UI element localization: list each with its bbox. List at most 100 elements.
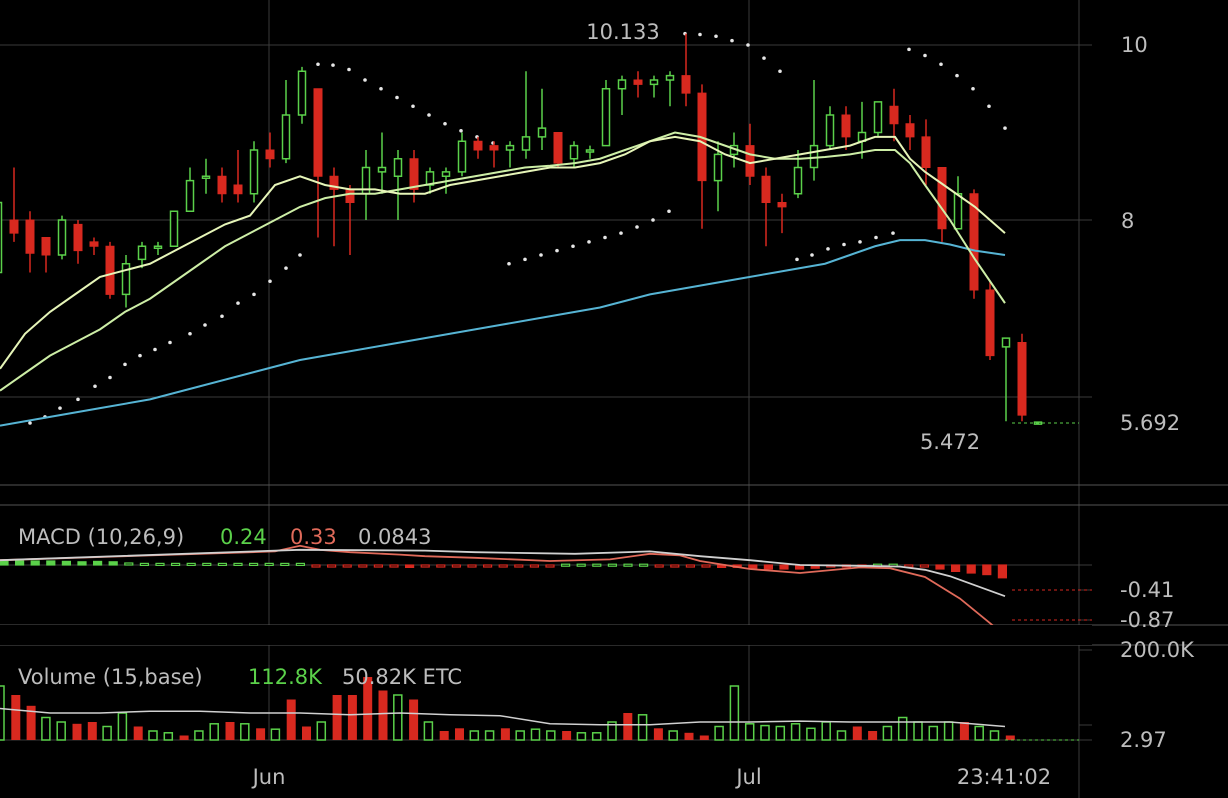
volume-bar-down [500,728,510,740]
candle [905,115,915,150]
macd-bar [171,562,181,567]
sar-dot [138,353,142,358]
macd-bar [966,564,976,574]
candle-body-down [489,145,499,151]
volume-bar-down [378,690,388,740]
macd-bar [982,564,992,576]
x-label-jul: Jul [734,765,761,789]
volume-bar-down [409,699,419,740]
volume-bar-up [515,730,525,741]
candle [601,80,611,147]
candle-body-up [249,149,259,195]
candle-body-down [313,88,323,177]
volume-bar-up [989,730,1000,741]
macd-bar [186,562,196,567]
volume-bar-up [530,728,541,741]
candle-body-up [121,263,131,296]
candle-body-up [537,127,547,138]
sar-dot [443,121,447,126]
sar-dot [555,248,559,253]
candle-body-up [649,79,659,86]
macd-bar [280,562,290,567]
candle-body-down [1017,342,1027,416]
sar-dot [28,421,32,425]
volume-bar-down [11,695,21,740]
candle [537,88,547,150]
sar-dot [651,218,655,222]
macd-bar [592,563,602,567]
sar-dot [795,257,799,262]
volume-bar-up [668,730,678,741]
candle-body-down [761,175,771,203]
macd-bar [155,562,165,567]
macd-bar [623,563,633,567]
candle [0,201,3,274]
macd-bar [342,564,352,568]
sar-dot [411,104,415,109]
macd-bar [311,564,321,568]
candle [585,145,595,159]
sar-dot [971,86,975,91]
candle [761,167,771,247]
macd-bar [202,562,212,567]
sar-dot [714,34,718,39]
macd-bar [748,564,758,569]
candle-body-up [377,166,387,173]
candle [249,141,259,203]
candle-body-down [553,132,563,164]
sar-dot [858,240,862,244]
y-tick-label-10: 10 [1121,33,1148,57]
volume-bar-up [836,730,847,741]
macd-panel[interactable] [0,544,1092,637]
candle [489,141,499,168]
volume-bar-down [699,735,709,740]
volume-bar-down [87,722,97,740]
volume-bar-down [286,699,296,740]
volume-bar-up [423,721,434,741]
volume-title: Volume (15,base) [18,665,203,689]
macd-bar [529,564,540,568]
volume-bar-up [607,721,617,741]
sar-dot [587,240,591,244]
macd-line [0,548,1006,598]
sar-dot [379,86,383,91]
volume-bar-up [928,725,939,741]
volume-bar-up [729,685,740,741]
current-price-label: 5.692 [1120,411,1180,435]
candle [1017,333,1027,422]
macd-bar [389,564,399,568]
candle [873,101,883,137]
macd-bar [763,564,774,570]
candle-body-down [921,136,931,168]
price-panel[interactable] [0,31,1079,427]
volume-panel[interactable] [0,677,1079,741]
volume-bar-down [684,732,694,740]
candle-body-down [937,167,947,230]
volume-bar-up [760,724,770,741]
volume-bar-up [393,694,403,741]
candle [393,150,403,220]
volume-bar-up [117,712,128,741]
candle-body-down [105,245,115,295]
macd-bar [108,561,118,566]
volume-bar-up [194,730,204,741]
volume-bar-up [209,723,219,741]
candle [889,88,899,142]
candle-body-down [473,140,483,151]
volume-bar-down [347,695,357,740]
volume-bar-down [225,722,235,740]
candle [969,189,979,299]
macd-bar [638,563,649,567]
candle [89,237,99,255]
candle-body-up [569,144,579,160]
candle-body-down [985,289,995,357]
sar-dot [168,340,172,345]
sar-dot [667,209,671,214]
sar-dot [284,266,288,270]
candle-body-up [665,74,675,81]
macd-bar [607,563,618,567]
sar-dot [523,257,527,262]
sar-dot [842,242,846,247]
candle-body-up [585,149,595,153]
